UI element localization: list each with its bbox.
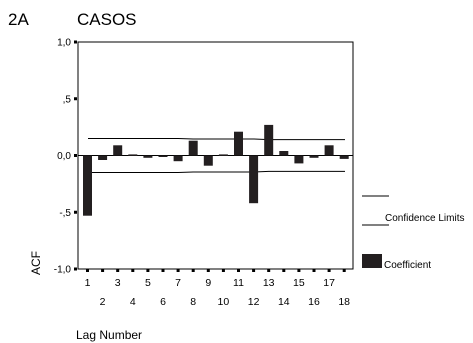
x-tick-label: 15 (293, 277, 305, 289)
x-tick-label: 14 (278, 296, 290, 308)
y-tick-mark (74, 40, 77, 44)
x-tick-label: 5 (145, 277, 151, 289)
lower-confidence-line (88, 170, 345, 173)
y-tick-mark (74, 154, 77, 157)
x-tick-mark (131, 269, 135, 272)
x-tick-label: 3 (115, 277, 121, 289)
y-tick-label: 0,0 (57, 151, 71, 162)
chart-title: CASOS (77, 10, 137, 29)
acf-bar-lag-16 (309, 155, 319, 158)
acf-bar-lag-11 (234, 131, 243, 156)
x-tick-label: 9 (205, 277, 211, 289)
acf-bar-lag-5 (143, 155, 153, 158)
x-tick-label: 1 (85, 277, 91, 289)
upper-confidence-line (88, 138, 345, 141)
confidence-limits (88, 138, 345, 173)
x-tick-label: 16 (308, 296, 320, 308)
x-tick-label: 7 (175, 277, 181, 289)
x-tick-mark (327, 269, 331, 272)
x-tick-label: 18 (338, 296, 350, 308)
acf-bar-lag-18 (339, 155, 349, 159)
acf-bar-lag-15 (294, 155, 304, 164)
y-tick-label: 1,0 (57, 38, 71, 49)
acf-bar-lag-12 (249, 155, 259, 204)
acf-bar-lag-10 (218, 154, 228, 156)
y-tick-label: ,5 (63, 94, 72, 105)
acf-bar-lag-3 (113, 145, 123, 156)
x-tick-mark (221, 269, 225, 272)
y-tick-label: -,5 (59, 208, 71, 219)
bars (83, 124, 349, 216)
x-tick-label: 10 (218, 296, 230, 308)
x-tick-mark (101, 269, 105, 272)
x-tick-mark (297, 269, 301, 272)
x-tick-mark (267, 269, 271, 272)
x-tick-mark (146, 269, 150, 272)
y-axis-title: ACF (29, 251, 43, 275)
x-tick-label: 12 (248, 296, 260, 308)
acf-bar-lag-14 (279, 151, 289, 156)
acf-bar-lag-8 (188, 140, 198, 156)
x-tick-label: 8 (190, 296, 196, 308)
legend-coefficient-label: Coefficient (384, 260, 431, 271)
acf-bar-lag-2 (98, 155, 108, 160)
y-axis: 1,0 ,5 0,0 -,5 -1,0 (54, 38, 77, 276)
acf-bar-lag-13 (264, 124, 274, 156)
x-tick-label: 13 (263, 277, 275, 289)
x-tick-label: 4 (130, 296, 136, 308)
y-tick-label: -1,0 (54, 265, 72, 276)
x-tick-label: 6 (160, 296, 166, 308)
x-tick-mark (116, 269, 120, 272)
x-tick-mark (252, 269, 256, 272)
x-tick-mark (206, 269, 210, 272)
x-tick-mark (176, 269, 180, 272)
legend-coefficient-swatch (362, 254, 382, 268)
acf-bar-lag-1 (83, 155, 92, 216)
panel-label: 2A (8, 10, 29, 29)
acf-bar-lag-7 (173, 155, 183, 162)
acf-bar-lag-17 (324, 145, 334, 156)
y-tick-mark (74, 97, 77, 101)
acf-bar-lag-6 (158, 155, 168, 157)
y-tick-mark (74, 210, 77, 214)
x-tick-mark (312, 269, 316, 272)
legend-confidence-label: Confidence Limits (385, 213, 464, 224)
x-tick-mark (342, 269, 346, 272)
x-tick-label: 2 (100, 296, 106, 308)
x-tick-label: 17 (323, 277, 335, 289)
y-tick-mark (74, 267, 77, 271)
legend: Confidence Limits Coefficient (362, 195, 464, 271)
x-tick-mark (86, 269, 89, 272)
x-tick-mark (191, 269, 195, 272)
x-tick-mark (161, 269, 165, 272)
acf-bar-lag-9 (203, 155, 213, 166)
x-tick-mark (237, 269, 240, 272)
x-tick-mark (282, 269, 286, 272)
x-axis-title: Lag Number (76, 328, 142, 342)
acf-bar-lag-4 (128, 154, 138, 156)
x-tick-label: 11 (233, 277, 244, 289)
